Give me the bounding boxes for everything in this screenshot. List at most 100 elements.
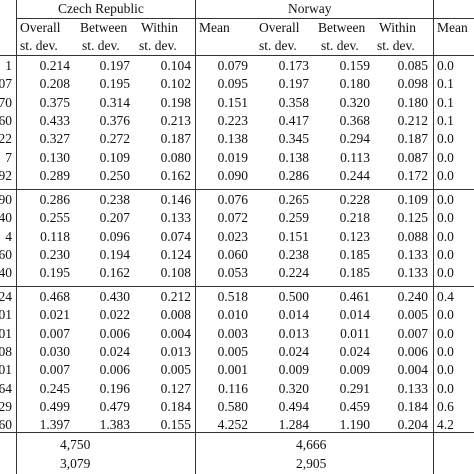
norway-cell: 0.417: [278, 112, 309, 128]
norway-cell: 0.291: [339, 380, 370, 396]
czech-cell: 0.104: [160, 58, 191, 73]
norway-cell: 0.580: [217, 398, 248, 414]
colhdr-czech-within-sd: st. dev.: [139, 38, 177, 53]
norway-cell: 0.079: [217, 58, 248, 73]
row-stub: 40: [0, 265, 12, 281]
czech-cell: 0.207: [99, 210, 130, 226]
norway-cell: 0.004: [397, 362, 428, 378]
row-stub: 60: [0, 112, 12, 128]
row-stub: 22: [0, 131, 12, 147]
czech-cell: 0.155: [160, 417, 191, 433]
row-stub: 08: [0, 343, 12, 359]
norway-cell: 0.240: [397, 289, 428, 304]
row-stub: 64: [0, 380, 12, 396]
norway-cell: 0.125: [397, 210, 428, 226]
next-country-mean-cell: 0.0: [437, 228, 454, 244]
czech-cell: 0.080: [160, 149, 191, 165]
czech-cell: 0.327: [39, 131, 70, 147]
next-country-mean-cell: 0.0: [437, 380, 454, 396]
czech-cell: 0.133: [160, 210, 191, 226]
norway-cell: 0.461: [339, 289, 370, 304]
colhdr-czech-between: Between: [80, 20, 128, 35]
norway-cell: 0.014: [339, 307, 370, 323]
czech-cell: 0.184: [160, 398, 191, 414]
norway-cell: 0.180: [397, 94, 428, 110]
norway-cell: 0.109: [397, 192, 428, 207]
next-country-mean-cell: 0.0: [437, 246, 454, 262]
norway-cell: 0.345: [278, 131, 309, 147]
colhdr-norway-between-sd: st. dev.: [321, 38, 359, 53]
norway-cell: 0.320: [339, 94, 370, 110]
norway-cell: 0.003: [217, 325, 248, 341]
colhdr-czech-overall: Overall: [20, 20, 61, 35]
czech-cell: 0.130: [39, 149, 70, 165]
norway-cell: 0.265: [278, 192, 309, 207]
czech-cell: 0.238: [99, 192, 130, 207]
colhdr-czech-within: Within: [141, 20, 178, 35]
norway-cell: 0.019: [217, 149, 248, 165]
norway-cell: 0.244: [339, 167, 370, 183]
divider-stub: [16, 0, 17, 474]
czech-cell: 0.005: [160, 362, 191, 378]
czech-cell: 0.007: [39, 362, 70, 378]
czech-cell: 1.383: [99, 417, 130, 433]
czech-cell: 0.375: [39, 94, 70, 110]
czech-cell: 0.230: [39, 246, 70, 262]
czech-cell: 0.006: [99, 362, 130, 378]
czech-cell: 0.245: [39, 380, 70, 396]
norway-cell: 0.259: [278, 210, 309, 226]
norway-cell: 0.023: [217, 228, 248, 244]
norway-cell: 0.085: [397, 58, 428, 73]
norway-cell: 0.053: [217, 265, 248, 281]
colhdr-norway-overall: Overall: [259, 20, 300, 35]
czech-cell: 0.102: [160, 76, 191, 92]
norway-cell: 0.180: [339, 76, 370, 92]
colhdr-next-mean: Mean: [437, 20, 468, 35]
norway-cell: 0.159: [339, 58, 370, 73]
czech-cell: 0.021: [39, 307, 70, 323]
divider-czech-norway: [195, 0, 196, 474]
norway-cell: 0.518: [217, 289, 248, 304]
next-country-mean-cell: 0.0: [437, 167, 454, 183]
norway-cell: 0.095: [217, 76, 248, 92]
row-stub: 60: [0, 246, 12, 262]
czech-cell: 0.214: [39, 58, 70, 73]
next-country-mean-cell: 0.4: [437, 289, 454, 304]
row-stub: 1: [5, 58, 12, 73]
norway-cell: 0.001: [217, 362, 248, 378]
colhdr-czech-between-sd: st. dev.: [82, 38, 120, 53]
next-country-mean-cell: 0.1: [437, 112, 454, 128]
row-stub: 29: [0, 398, 12, 414]
row-stub: 01: [0, 362, 12, 378]
norway-cell: 0.218: [339, 210, 370, 226]
czech-cell: 0.124: [160, 246, 191, 262]
czech-cell: 0.314: [99, 94, 130, 110]
norway-cell: 0.087: [397, 149, 428, 165]
rule-under-column-headers: [0, 55, 474, 56]
czech-cell: 0.196: [99, 380, 130, 396]
norway-cell: 0.494: [278, 398, 309, 414]
norway-cell: 0.072: [217, 210, 248, 226]
norway-cell: 0.320: [278, 380, 309, 396]
norway-cell: 0.007: [397, 325, 428, 341]
norway-cell: 0.113: [340, 149, 370, 165]
next-country-mean-cell: 4.2: [437, 417, 454, 433]
row-stub: 4: [5, 228, 12, 244]
norway-cell: 0.014: [278, 307, 309, 323]
norway-cell: 0.076: [217, 192, 248, 207]
rule-block-2: [0, 286, 474, 287]
norway-cell: 0.138: [278, 149, 309, 165]
header-norway: Norway: [288, 1, 332, 16]
czech-cell: 0.006: [99, 325, 130, 341]
norway-cell: 0.151: [278, 228, 309, 244]
norway-cell: 0.088: [397, 228, 428, 244]
norway-cell: 0.224: [278, 265, 309, 281]
czech-cell: 0.208: [39, 76, 70, 92]
czech-cell: 0.004: [160, 325, 191, 341]
czech-cell: 0.109: [99, 149, 130, 165]
colhdr-norway-overall-sd: st. dev.: [259, 38, 297, 53]
rule-block-1: [0, 189, 474, 190]
norway-cell: 0.011: [340, 325, 370, 341]
czech-cell: 0.198: [160, 94, 191, 110]
czech-cell: 0.074: [160, 228, 191, 244]
